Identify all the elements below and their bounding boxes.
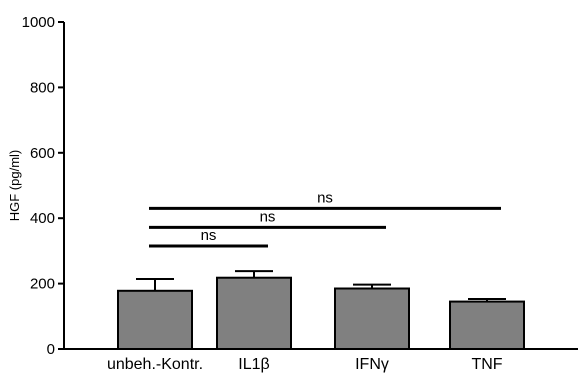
bar-1 [216,276,292,350]
bars [117,270,525,351]
significance-label-1: ns [260,208,276,225]
y-tick-label-0: 0 [47,341,55,358]
x-tick-label-2: IFNγ [355,356,389,373]
y-tick-label-800: 800 [30,79,55,96]
y-tick-label-200: 200 [30,276,55,293]
y-tick-label-1000: 1000 [22,14,55,31]
y-tick-label-600: 600 [30,145,55,162]
x-tick-label-3: TNF [471,356,502,373]
x-tick-label-1: IL1β [238,356,269,373]
error-bar-3 [468,297,506,302]
error-bar-2 [353,283,391,289]
x-tick-labels: unbeh.-Kontr. IL1β IFNγ TNF [107,356,503,373]
significance-label-0: ns [201,227,217,244]
error-bar-0 [136,278,174,291]
y-ticks: 0 200 400 600 800 1000 [22,14,64,358]
significance-brackets: ns ns ns [149,189,501,248]
bar-3 [449,300,525,350]
y-tick-label-400: 400 [30,210,55,227]
significance-label-2: ns [317,189,333,206]
x-tick-label-0: unbeh.-Kontr. [107,356,203,373]
bar-0 [117,289,193,351]
y-axis-label: HGF (pg/ml) [7,150,22,222]
error-bar-1 [235,270,273,278]
bar-2 [334,287,410,351]
